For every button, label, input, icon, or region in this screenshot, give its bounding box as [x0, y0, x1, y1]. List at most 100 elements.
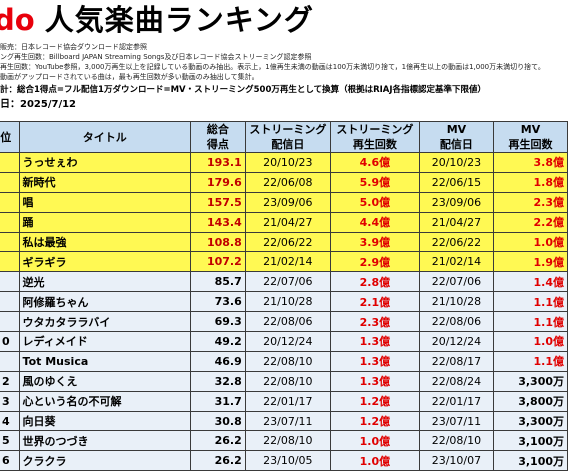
score-cell: 107.2 [190, 251, 246, 273]
stream-plays-cell: 1.0億 [329, 450, 420, 471]
rank-cell [0, 211, 20, 233]
score-cell: 143.4 [190, 211, 246, 233]
table-row: 唱 157.5 23/09/06 5.0億 23/09/06 2.3億 [0, 191, 568, 213]
col-mv-plays-line2: 再生回数 [508, 138, 553, 151]
table-row: 私は最強 108.8 22/06/22 3.9億 22/06/22 1.0億 [0, 231, 568, 253]
stream-date-cell: 22/01/17 [244, 390, 331, 412]
stream-date-cell: 22/06/22 [244, 231, 331, 253]
note-line: 再生回数：YouTube参照，3,000万再生以上を記録している動画のみ抽出。表… [0, 63, 545, 71]
title-cell: Tot Musica [18, 350, 192, 372]
mv-plays-cell: 3.8億 [493, 152, 568, 173]
col-mv-plays-line1: MV [520, 123, 541, 136]
title-cell: 心という名の不可解 [18, 390, 192, 412]
mv-plays-cell: 1.8億 [493, 171, 568, 193]
stream-date-cell: 23/09/06 [244, 191, 331, 213]
table-row: 踊 143.4 21/04/27 4.4億 21/04/27 2.2億 [0, 211, 568, 233]
mv-date-cell: 23/07/11 [418, 410, 495, 432]
title-cell: 阿修羅ちゃん [18, 291, 192, 313]
mv-plays-cell: 1.0億 [493, 331, 568, 352]
stream-plays-cell: 1.0億 [329, 430, 420, 452]
mv-plays-cell: 1.1億 [493, 350, 568, 372]
table-row: 2 風のゆくえ 32.8 22/08/10 1.3億 22/08/24 3,300万 [0, 370, 568, 392]
rank-cell [0, 311, 20, 333]
col-stream-date: ストリーミング 配信日 [244, 121, 331, 153]
mv-plays-cell: 3,300万 [493, 410, 568, 432]
stream-plays-cell: 2.8億 [329, 271, 420, 293]
stream-plays-cell: 1.2億 [329, 410, 420, 432]
mv-plays-cell: 1.1億 [493, 311, 568, 333]
col-mv-date-line1: MV [446, 123, 467, 136]
artist-name: do [0, 3, 35, 37]
stream-date-cell: 22/08/06 [244, 311, 331, 333]
table-row: 5 世界のつづき 26.2 22/08/10 1.0億 22/08/10 3,100万 [0, 430, 568, 452]
score-cell: 69.3 [190, 311, 246, 333]
rank-cell [0, 350, 20, 372]
score-cell: 26.2 [190, 450, 246, 471]
mv-plays-cell: 2.3億 [493, 191, 568, 213]
table-row: 3 心という名の不可解 31.7 22/01/17 1.2億 22/01/17 3,800万 [0, 390, 568, 412]
rank-cell [0, 271, 20, 293]
mv-plays-cell: 1.9億 [493, 251, 568, 273]
col-title: タイトル [18, 121, 192, 153]
stream-plays-cell: 5.0億 [329, 191, 420, 213]
source-notes: 販売：日本レコード協会ダウンロード認定参照 ング再生回数：Billboard J… [0, 42, 576, 82]
mv-plays-cell: 2.2億 [493, 211, 568, 233]
score-cell: 179.6 [190, 171, 246, 193]
title-cell: 私は最強 [18, 231, 192, 253]
table-row: 0 レディメイド 49.2 20/12/24 1.3億 20/12/24 1.0億 [0, 331, 568, 352]
mv-plays-cell: 3,300万 [493, 370, 568, 392]
stream-plays-cell: 4.4億 [329, 211, 420, 233]
score-cell: 157.5 [190, 191, 246, 213]
mv-plays-cell: 3,800万 [493, 390, 568, 412]
stream-plays-cell: 1.3億 [329, 370, 420, 392]
mv-date-cell: 20/12/24 [418, 331, 495, 352]
title-cell: うっせぇわ [18, 152, 192, 173]
stream-date-cell: 23/10/05 [244, 450, 331, 471]
ranking-title: 人気楽曲ランキング [44, 3, 314, 37]
mv-date-cell: 20/10/23 [418, 152, 495, 173]
stream-date-cell: 21/04/27 [244, 211, 331, 233]
stream-date-cell: 20/12/24 [244, 331, 331, 352]
title-cell: クラクラ [18, 450, 192, 471]
title-cell: 新時代 [18, 171, 192, 193]
rank-cell [0, 171, 20, 193]
stream-plays-cell: 2.1億 [329, 291, 420, 313]
score-cell: 49.2 [190, 331, 246, 352]
score-cell: 85.7 [190, 271, 246, 293]
rank-cell: 5 [0, 430, 20, 452]
stream-date-cell: 20/10/23 [244, 152, 331, 173]
col-mv-date: MV 配信日 [418, 121, 495, 153]
mv-date-cell: 22/08/24 [418, 370, 495, 392]
col-rank: 位 [0, 121, 20, 153]
stream-plays-cell: 3.9億 [329, 231, 420, 253]
rank-cell: 0 [0, 331, 20, 352]
mv-date-cell: 22/06/15 [418, 171, 495, 193]
stream-date-cell: 22/07/06 [244, 271, 331, 293]
stream-plays-cell: 1.3億 [329, 350, 420, 372]
table-row: 新時代 179.6 22/06/08 5.9億 22/06/15 1.8億 [0, 171, 568, 193]
col-stream-date-line1: ストリーミング [249, 123, 327, 136]
title-cell: 向日葵 [18, 410, 192, 432]
title-cell: 唱 [18, 191, 192, 213]
scoring-basis: 計：総合1得点=フル配信1万ダウンロード=MV・ストリーミング500万再生として… [0, 85, 487, 95]
table-row: 4 向日葵 30.8 23/07/11 1.2億 23/07/11 3,300万 [0, 410, 568, 432]
mv-date-cell: 22/06/22 [418, 231, 495, 253]
rank-cell [0, 231, 20, 253]
title-cell: 世界のつづき [18, 430, 192, 452]
stream-plays-cell: 1.3億 [329, 331, 420, 352]
table-row: ウタカタララバイ 69.3 22/08/06 2.3億 22/08/06 1.1億 [0, 311, 568, 333]
mv-plays-cell: 1.1億 [493, 291, 568, 313]
rank-cell [0, 291, 20, 313]
stream-date-cell: 22/08/10 [244, 430, 331, 452]
col-stream-plays-line1: ストリーミング [336, 123, 414, 136]
score-cell: 73.6 [190, 291, 246, 313]
score-cell: 26.2 [190, 430, 246, 452]
table-row: うっせぇわ 193.1 20/10/23 4.6億 20/10/23 3.8億 [0, 152, 568, 173]
mv-date-cell: 22/08/17 [418, 350, 495, 372]
col-score-line2: 得点 [206, 138, 229, 151]
mv-plays-cell: 1.4億 [493, 271, 568, 293]
table-row: 阿修羅ちゃん 73.6 21/10/28 2.1億 21/10/28 1.1億 [0, 291, 568, 313]
note-line: 販売：日本レコード協会ダウンロード認定参照 [0, 43, 147, 51]
mv-date-cell: 22/08/06 [418, 311, 495, 333]
rank-cell [0, 191, 20, 213]
